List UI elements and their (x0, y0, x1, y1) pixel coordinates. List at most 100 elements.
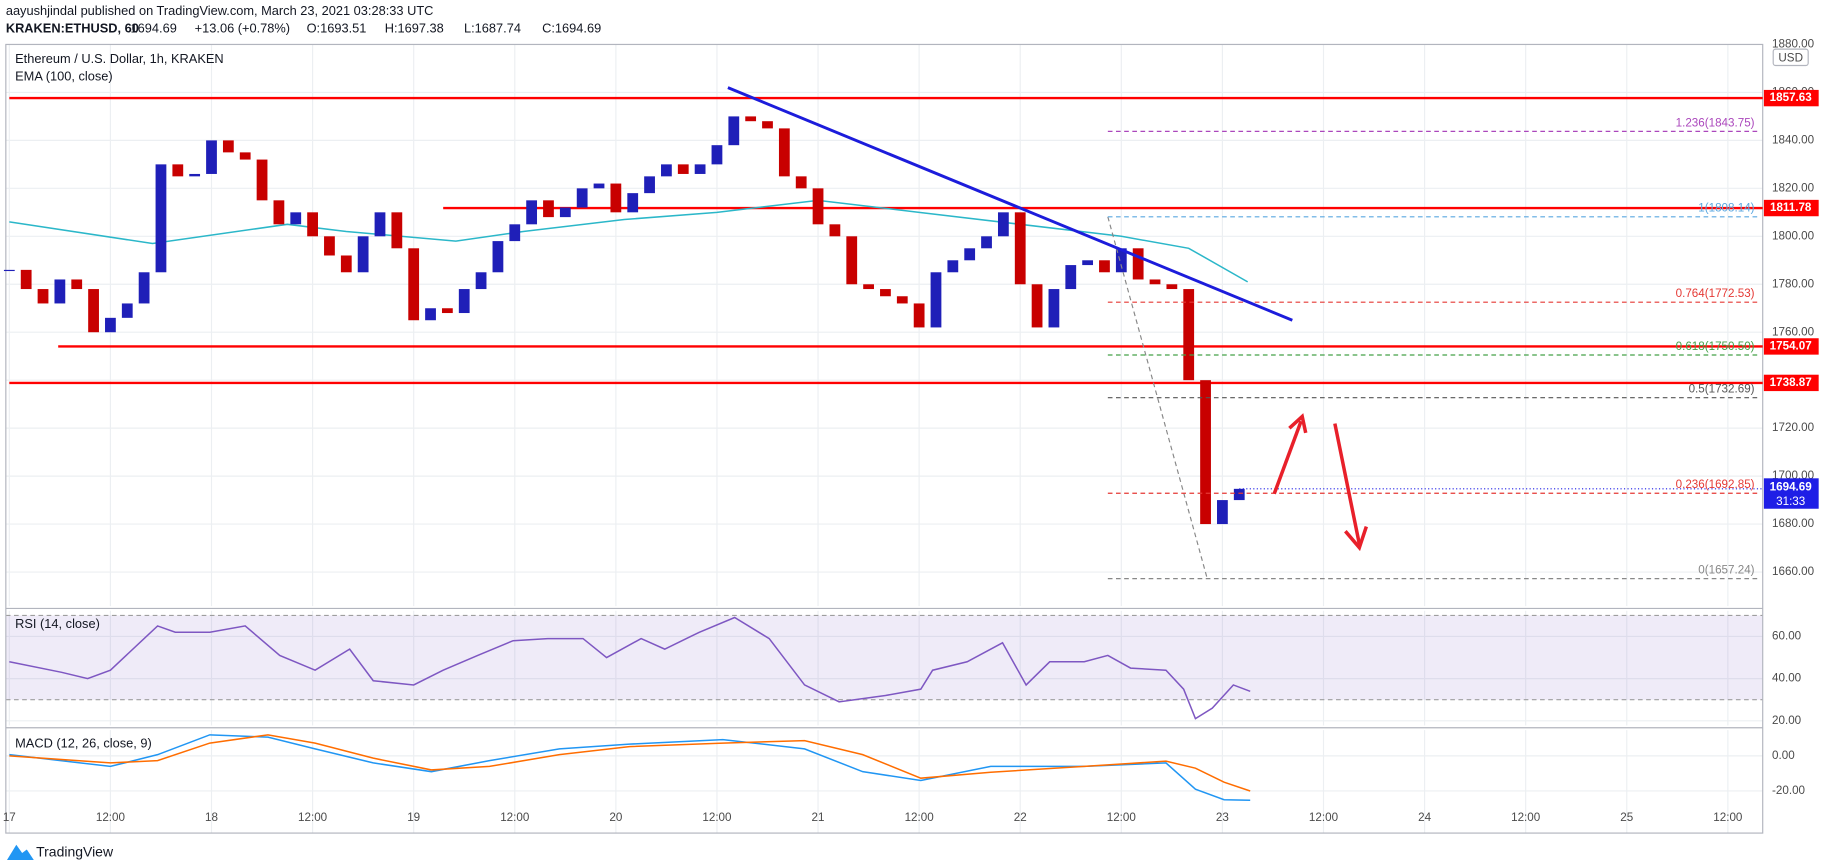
symbol: KRAKEN:ETHUSD, 60 (6, 21, 139, 36)
candle (37, 289, 49, 304)
x-tick-label: 20 (609, 811, 622, 824)
fib-label: 1.236(1843.75) (1676, 116, 1755, 129)
fib-label: 0(1657.24) (1698, 564, 1754, 577)
x-tick-label: 12:00 (1511, 811, 1541, 824)
change: +13.06 (+0.78%) (195, 21, 290, 36)
price-title: Ethereum / U.S. Dollar, 1h, KRAKEN (15, 51, 224, 66)
candle (1183, 289, 1195, 381)
ema-legend: EMA (100, close) (15, 69, 113, 84)
candle (374, 212, 386, 237)
rsi-line (9, 616, 1251, 720)
candle (913, 303, 925, 328)
candle (425, 308, 436, 321)
fib-label: 0.618(1750.50) (1676, 340, 1755, 353)
x-tick-label: 19 (407, 811, 420, 824)
ema-line (9, 199, 1249, 283)
x-tick-label: 24 (1418, 811, 1431, 824)
candle (964, 248, 976, 261)
candle (121, 303, 133, 318)
y-tick-label: 1800.00 (1772, 229, 1815, 242)
candle (543, 200, 554, 218)
rsi-title: RSI (14, close) (15, 616, 100, 631)
arrows (1272, 413, 1368, 552)
candle (762, 121, 773, 129)
x-tick-label: 25 (1620, 811, 1633, 824)
level-tag (1763, 89, 1819, 107)
candle (947, 260, 959, 273)
level-label: 1857.63 (1770, 91, 1813, 104)
candle (1115, 248, 1127, 273)
x-tick-label: 12:00 (702, 811, 732, 824)
candle (1082, 260, 1094, 266)
x-tick-label: 12:00 (1107, 811, 1137, 824)
macd-line (9, 734, 1251, 802)
candle (930, 272, 942, 328)
y-tick-label: 40.00 (1772, 672, 1802, 685)
candle (105, 317, 116, 333)
candle (475, 272, 487, 290)
level-tag (1763, 374, 1819, 392)
candle (593, 183, 605, 189)
candle (206, 140, 217, 174)
candle (1031, 284, 1043, 328)
candle (661, 164, 672, 177)
x-tick-label: 12:00 (500, 811, 530, 824)
y-tick-label: 1880.00 (1772, 38, 1815, 51)
candle (846, 236, 858, 285)
candle (222, 140, 234, 153)
level-tag (1763, 338, 1819, 355)
candle (1065, 265, 1077, 290)
x-tick-label: 22 (1014, 811, 1027, 824)
candle (1099, 260, 1110, 273)
fib-label: 0.5(1732.69) (1689, 383, 1755, 396)
open: O:1693.51 (307, 21, 367, 36)
candle (509, 224, 521, 242)
brand: TradingView (36, 844, 114, 860)
candle (88, 289, 99, 333)
candle (492, 241, 504, 273)
candle (54, 279, 66, 304)
candle (189, 173, 201, 177)
candle (357, 236, 369, 273)
arrow-up (1272, 420, 1303, 495)
candle (172, 164, 184, 177)
y-tick-label: 60.00 (1772, 630, 1802, 643)
candle (863, 284, 874, 290)
macd-title: MACD (12, 26, close, 9) (15, 736, 152, 751)
countdown: 31:33 (1776, 495, 1805, 508)
level-tag (1763, 199, 1819, 217)
candle (324, 236, 335, 256)
candle (1149, 279, 1161, 285)
candle (997, 212, 1009, 237)
candle (256, 159, 268, 201)
y-tick-label: 1760.00 (1772, 325, 1815, 338)
candle (441, 308, 453, 314)
candle (71, 279, 83, 290)
trendline (727, 86, 1293, 322)
currency: USD (1778, 52, 1803, 65)
level-label: 1754.07 (1770, 340, 1812, 353)
candle (812, 188, 824, 225)
x-tick-label: 23 (1216, 811, 1229, 824)
level-label: 1811.78 (1770, 201, 1812, 214)
arrow-down (1333, 423, 1362, 545)
rsi-band (5, 615, 1763, 700)
background (5, 43, 1763, 834)
candle (1014, 212, 1026, 285)
y-tick-label: 1660.00 (1772, 565, 1815, 578)
candle (526, 200, 538, 225)
last: 1694.69 (131, 21, 177, 36)
x-tick-label: 12:00 (1713, 811, 1743, 824)
candle (677, 164, 689, 174)
currency-box[interactable] (1772, 48, 1809, 67)
y-tick-label: 0.00 (1772, 749, 1795, 762)
fib-label: 0.236(1692.85) (1676, 478, 1755, 491)
high: H:1697.38 (385, 21, 444, 36)
candle (896, 296, 908, 304)
candle (458, 289, 470, 314)
candle (1200, 380, 1211, 525)
x-tick-label: 18 (205, 811, 218, 824)
candle (408, 248, 420, 321)
last-price-tag (1763, 478, 1819, 509)
